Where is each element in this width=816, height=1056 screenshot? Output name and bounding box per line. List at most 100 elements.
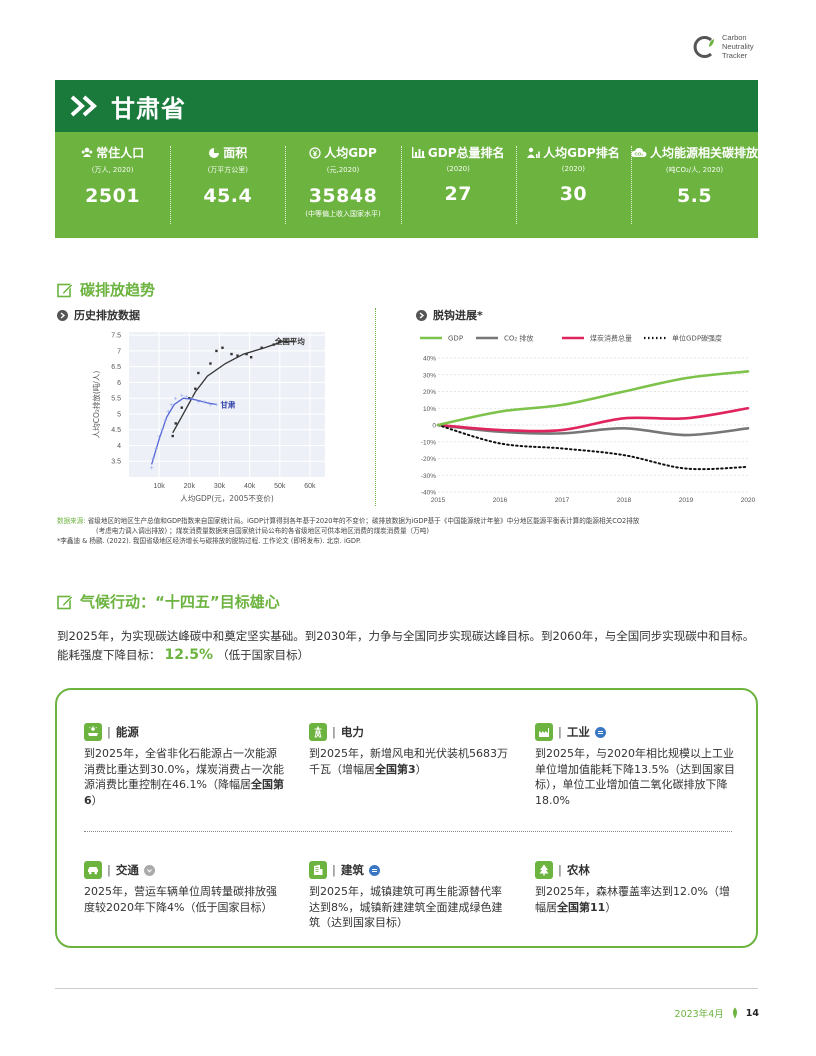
sector-title: 交通: [115, 863, 139, 877]
data-source-notes: 数据来源: 省级地区的地区生产总值和GDP指数来自国家统计局。iGDP计算得到各…: [57, 516, 762, 546]
series-line-3: [437, 424, 749, 471]
data-point-national: [236, 354, 239, 357]
stat-label: 人均GDP: [324, 146, 377, 160]
logo-line-1: Carbon: [722, 33, 747, 42]
sector-text: 2025年，营运车辆单位周转量碳排放强度较2020年下降4%（低于国家目标）: [84, 885, 277, 914]
y-tick-label: -10%: [421, 439, 436, 446]
section-title-text: 气候行动：“十四五”目标雄心: [80, 593, 280, 611]
car-icon: [84, 861, 102, 879]
data-point-national: [272, 343, 275, 346]
sector-power: | 电力 到2025年，新增风电和光伏装机5683万千瓦（增幅居全国第3）: [309, 723, 508, 776]
x-tick-label: 20k: [184, 483, 196, 490]
series-line-0: [436, 370, 750, 427]
data-point-gansu: +: [169, 403, 174, 409]
x-axis-label: 人均GDP(元，2005不变价): [180, 493, 274, 503]
y-tick-label: -30%: [421, 473, 436, 480]
bar-chart-icon: [411, 147, 425, 158]
y-tick-label: 4: [117, 443, 121, 450]
data-point-gansu: +: [154, 447, 159, 453]
logo-line-3: Tracker: [722, 51, 748, 60]
data-point-gansu: +: [149, 466, 154, 472]
province-header: 甘肃省: [55, 80, 758, 132]
stat-label: 人均GDP排名: [543, 146, 620, 160]
y-tick-label: 30%: [423, 372, 436, 379]
energy-target-note: （低于国家目标）: [217, 648, 310, 662]
right-chart-title-text: 脱钩进展*: [433, 309, 483, 322]
data-point-national: [194, 387, 197, 390]
x-tick-label: 2020: [741, 497, 756, 504]
data-point-national: [209, 362, 212, 365]
building-icon: [309, 861, 327, 879]
sector-rank: 全国第6: [84, 778, 284, 807]
stat-label: 面积: [223, 146, 248, 160]
y-tick-label: 6: [117, 380, 121, 387]
x-tick-label: 2018: [617, 497, 632, 504]
factory-icon: [535, 723, 553, 741]
data-point-national: [197, 371, 200, 375]
y-tick-label: 20%: [423, 389, 436, 396]
emission-scatter-chart: 3.5 4 4.5 5 5.5 6 6.5 7 7.5 10k 20k 30k 40k 50k 60k 人均G…: [91, 332, 325, 503]
sector-rank: 全国第11: [557, 900, 606, 914]
data-point-national: [245, 352, 248, 356]
series-label-national: 全国平均: [274, 336, 305, 346]
section-title-text: 碳排放趋势: [80, 281, 156, 299]
data-point-gansu: +: [151, 456, 156, 462]
people-icon: [81, 147, 93, 157]
sector-targets-box: [55, 688, 758, 948]
sector-title: 建筑: [340, 863, 364, 877]
sector-title: 能源: [115, 725, 139, 739]
data-point-gansu: +: [202, 399, 207, 405]
sector-text: 到2025年，森林覆盖率达到12.0%（增幅居: [535, 885, 730, 914]
stat-carbon-per-capita: CO₂ 人均能源相关碳排放 (吨CO₂/人, 2020) 5.5: [631, 132, 758, 238]
left-chart-title: 历史排放数据: [57, 307, 140, 323]
person-rank-icon: [527, 147, 540, 158]
stat-label: 常住人口: [96, 146, 145, 160]
footer-date: 2023年4月: [674, 1009, 724, 1020]
decoupling-line-chart: GDP CO₂ 排放 煤炭消费总量 单位GDP碳强度 40% 30% 20% 10% 0 -10%…: [420, 334, 756, 504]
logo-mark-icon: [693, 35, 714, 58]
fit-line-national: [172, 340, 295, 434]
data-point-gansu: +: [173, 396, 178, 402]
x-tick-label: 60k: [304, 483, 316, 490]
sector-rank: 全国第3: [375, 762, 416, 776]
stat-population: 常住人口 (万人, 2020) 2501: [55, 132, 170, 238]
sector-text: 到2025年，新增风电和光伏装机5683万千瓦（增幅居: [309, 747, 508, 776]
x-tick-label: 30k: [214, 483, 226, 490]
sector-text-end: ）: [415, 762, 427, 776]
data-point-gansu: +: [160, 428, 165, 434]
x-tick-label: 40k: [244, 483, 256, 490]
svg-text:CO₂: CO₂: [635, 152, 644, 157]
legend-label: CO₂ 排放: [504, 334, 533, 343]
citation: *李鑫迪 & 杨鹂. (2022). 我国省级地区经济增长与碳排放的脱钩过程. …: [57, 537, 362, 545]
legend-label: 单位GDP碳强度: [672, 334, 722, 343]
data-point-national: [215, 349, 218, 353]
sector-text-end: ）: [605, 900, 617, 914]
data-point-national: [221, 346, 224, 349]
sector-text: 到2025年，全省非化石能源占一次能源消费比重达到30.0%，煤炭消费占一次能源…: [84, 747, 284, 791]
stat-value: 2501: [85, 185, 141, 207]
y-tick-label: 10%: [423, 406, 436, 413]
data-point-national: [260, 346, 263, 349]
y-tick-label: 6.5: [111, 364, 121, 371]
province-title: 甘肃省: [111, 94, 186, 123]
leaf-icon: [732, 1007, 737, 1019]
stat-value: 27: [444, 183, 472, 205]
down-target-badge-icon: [143, 864, 155, 876]
stat-gdp-per-capita-rank: 人均GDP排名 (2020) 30: [515, 132, 631, 238]
page-footer: 2023年4月 14: [675, 1006, 759, 1020]
x-tick-label: 50k: [274, 483, 286, 490]
climate-goals-paragraph: 到2025年，为实现碳达峰碳中和奠定坚实基础。到2030年，力争与全国同步实现碳…: [57, 627, 762, 665]
stat-unit: (2020): [561, 165, 586, 173]
series-line-2: [436, 406, 750, 433]
data-point-national: [284, 340, 287, 343]
data-point-national: [171, 434, 174, 438]
source-line-2: (考虑电力调入调出排放) ；煤炭消费量数据来自国家统计局公布的各省级地区可供本地…: [96, 527, 429, 535]
sector-text: 到2025年，城镇建筑可再生能源替代率达到8%，城镇新建建筑全面建成绿色建筑（达…: [309, 885, 503, 929]
y-tick-label: -40%: [421, 490, 436, 497]
stat-unit: (万人, 2020): [91, 166, 134, 174]
legend-label: 煤炭消费总量: [590, 334, 632, 343]
series-line-1: [436, 423, 750, 437]
data-point-national: [278, 340, 281, 343]
data-point-gansu: +: [196, 399, 201, 405]
x-tick-label: 2019: [679, 497, 694, 504]
